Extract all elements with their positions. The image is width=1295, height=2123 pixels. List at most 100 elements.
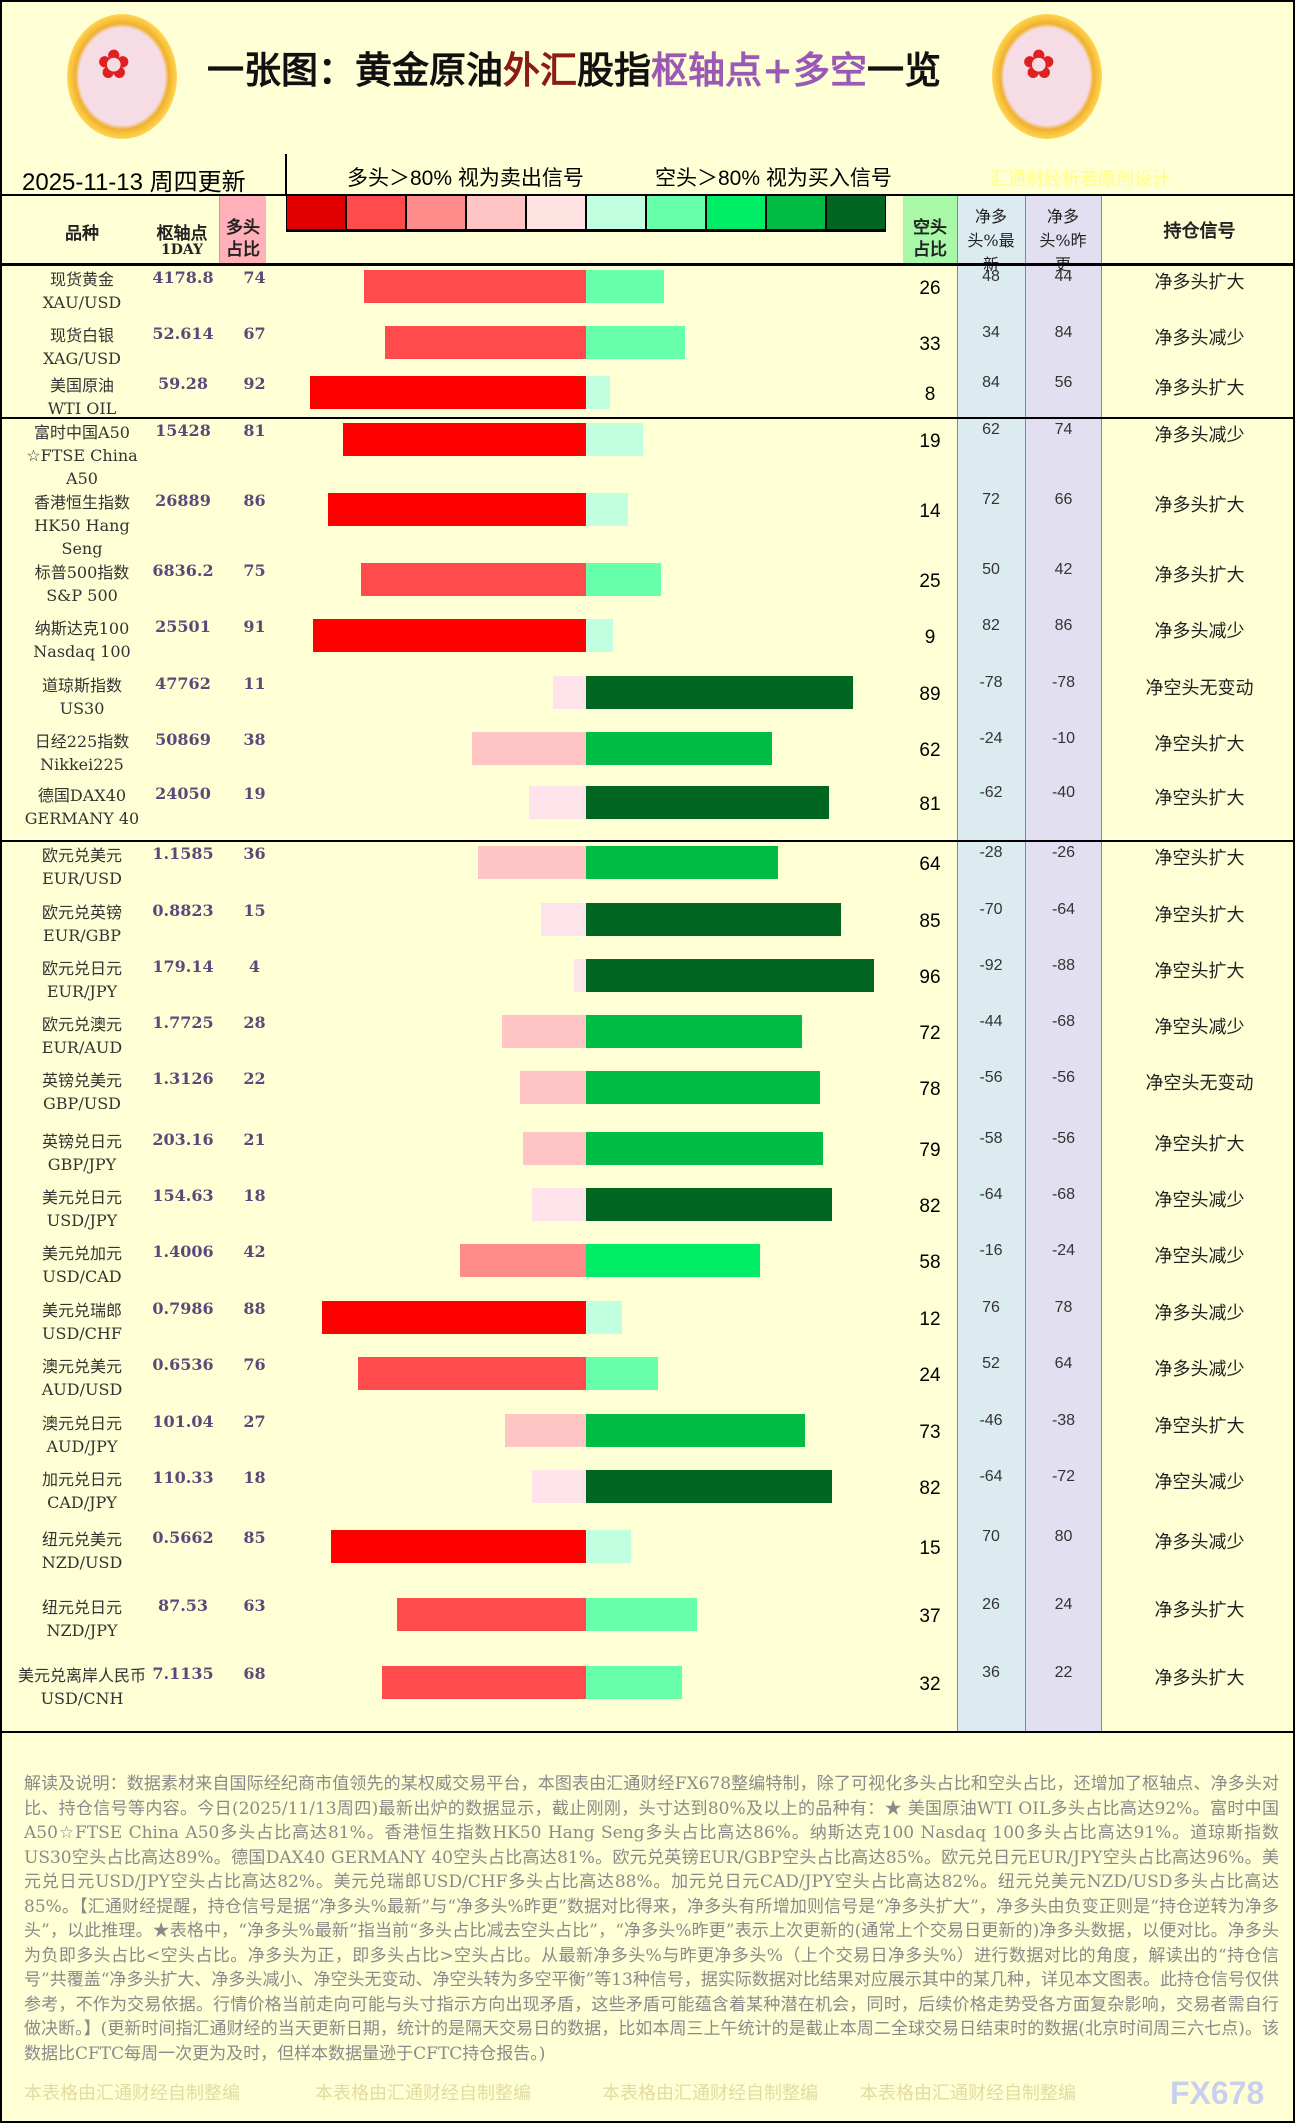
net-previous: 44: [1054, 268, 1073, 285]
net-latest: 48: [982, 268, 1000, 285]
table-row: 美元兑日元 USD/JPY 154.63 18 82 -64 -68 净空头减少: [2, 1184, 1295, 1240]
short-percent: 24: [919, 1365, 941, 1386]
short-bar: [586, 1666, 682, 1699]
position-signal: 净空头减少: [1154, 1472, 1245, 1493]
long-percent: 42: [243, 1242, 266, 1261]
short-bar: [586, 732, 772, 765]
pivot-value: 1.3126: [152, 1069, 214, 1088]
net-latest: 36: [982, 1664, 1000, 1681]
long-bar: [541, 903, 586, 936]
net-latest: -56: [979, 1069, 1003, 1086]
short-percent: 12: [919, 1309, 941, 1330]
short-percent: 14: [919, 501, 941, 522]
short-bar: [586, 1530, 631, 1563]
short-percent: 9: [924, 627, 936, 648]
table-row: 现货白银 XAG/USD 52.614 67 33 34 84 净多头减少: [2, 322, 1295, 372]
long-bar: [478, 846, 586, 879]
short-percent: 82: [919, 1478, 941, 1499]
net-previous: -78: [1051, 674, 1076, 691]
short-percent: 79: [919, 1140, 941, 1161]
legend-swatch: [466, 195, 526, 230]
long-percent: 81: [243, 421, 266, 440]
long-bar: [472, 732, 586, 765]
pivot-value: 47762: [155, 674, 211, 693]
long-percent: 91: [243, 617, 266, 636]
net-latest: -46: [979, 1412, 1003, 1429]
long-percent: 11: [243, 674, 266, 693]
pivot-value: 0.8823: [152, 901, 214, 920]
position-signal: 净多头扩大: [1154, 565, 1245, 586]
net-previous: 56: [1054, 374, 1073, 391]
pivot-value: 154.63: [152, 1186, 214, 1205]
instrument-name: 澳元兑日元 AUD/JPY: [41, 1414, 122, 1456]
net-previous: -56: [1051, 1069, 1076, 1086]
position-signal: 净空头减少: [1154, 1246, 1245, 1267]
net-previous: -56: [1051, 1130, 1076, 1147]
long-percent: 18: [243, 1468, 266, 1487]
long-percent: 38: [243, 730, 266, 749]
net-latest: -44: [979, 1013, 1003, 1030]
short-percent: 19: [919, 431, 941, 452]
pivot-value: 59.28: [157, 374, 209, 393]
long-percent: 92: [243, 374, 266, 393]
long-bar: [361, 563, 586, 596]
long-percent: 76: [243, 1355, 266, 1374]
short-percent: 73: [919, 1422, 941, 1443]
long-percent: 74: [243, 268, 266, 287]
instrument-name: 欧元兑澳元 EUR/AUD: [41, 1015, 123, 1057]
position-signal: 净多头扩大: [1154, 1668, 1245, 1689]
short-header-bg: [903, 196, 957, 263]
net-latest: 72: [982, 491, 1000, 508]
long-bar: [382, 1666, 586, 1699]
table-row: 欧元兑美元 EUR/USD 1.1585 36 64 -28 -26 净空头扩大: [2, 842, 1295, 899]
net-latest: -64: [979, 1468, 1003, 1485]
long-bar: [505, 1414, 586, 1447]
position-signal: 净空头扩大: [1154, 848, 1245, 869]
long-bar: [520, 1071, 586, 1104]
legend-swatch: [406, 195, 466, 230]
long-percent: 75: [243, 561, 266, 580]
logo-right: ✿: [992, 14, 1102, 139]
long-bar: [574, 959, 586, 992]
short-bar: [586, 959, 874, 992]
long-bar: [502, 1015, 586, 1048]
short-percent: 85: [919, 911, 941, 932]
long-percent: 67: [243, 324, 266, 343]
pivot-value: 7.1135: [152, 1664, 214, 1683]
net-latest: 82: [982, 617, 1000, 634]
instrument-name: 美国原油 WTI OIL: [47, 376, 117, 418]
page-title: 一张图：黄金原油外汇股指枢轴点+多空一览: [207, 48, 942, 92]
instrument-name: 德国DAX40 GERMANY 40: [24, 786, 140, 828]
short-percent: 62: [919, 740, 941, 761]
long-bar: [532, 1470, 586, 1503]
pivot-value: 110.33: [152, 1468, 214, 1487]
position-signal: 净空头扩大: [1154, 788, 1245, 809]
table-row: 富时中国A50 ☆FTSE China A50 15428 81 19 62 74 净多头减少: [2, 419, 1295, 489]
divider: [285, 154, 287, 194]
long-bar: [328, 493, 586, 526]
position-signal: 净多头扩大: [1154, 272, 1245, 293]
instrument-name: 纽元兑日元 NZD/JPY: [41, 1598, 122, 1640]
instrument-name: 美元兑离岸人民币 USD/CNH: [17, 1666, 146, 1708]
long-bar: [322, 1301, 586, 1334]
pivot-value: 0.6536: [152, 1355, 214, 1374]
net-previous: -40: [1051, 784, 1076, 801]
instrument-name: 欧元兑英镑 EUR/GBP: [41, 903, 122, 945]
short-percent: 89: [919, 684, 941, 705]
short-bar: [586, 1244, 760, 1277]
position-signal: 净空头扩大: [1154, 734, 1245, 755]
pivot-value: 6836.2: [152, 561, 214, 580]
logo-left: ✿: [67, 14, 177, 139]
pivot-value: 15428: [155, 421, 211, 440]
long-bar: [385, 326, 586, 359]
position-signal: 净空头扩大: [1154, 961, 1245, 982]
position-signal: 净空头减少: [1154, 1017, 1245, 1038]
legend-swatch: [286, 195, 346, 230]
position-signal: 净多头减少: [1154, 621, 1245, 642]
short-percent: 78: [919, 1079, 941, 1100]
short-percent: 58: [919, 1252, 941, 1273]
short-percent: 15: [919, 1538, 941, 1559]
header-net: 净多头%最新: [967, 207, 1015, 274]
net-latest: 62: [982, 421, 1000, 438]
pivot-value: 1.7725: [152, 1013, 214, 1032]
